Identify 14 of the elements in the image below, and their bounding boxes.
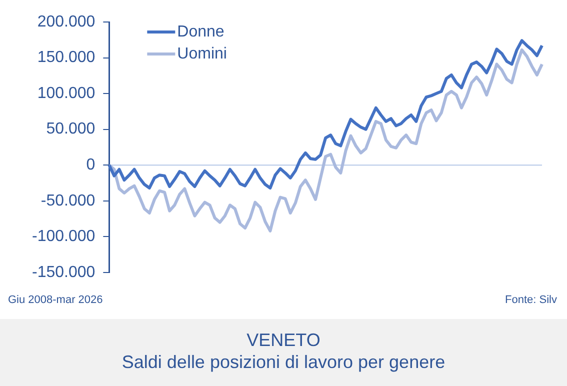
legend-label: Donne (177, 23, 224, 40)
text: Giu 2008-mar 2026 (8, 294, 103, 306)
y-tick-label: 150.000 (37, 49, 96, 66)
text: Saldi delle posizioni di lavoro per genere (120, 351, 446, 373)
y-tick-label: 200.000 (37, 13, 96, 30)
y-tick-label: -50.000 (40, 192, 96, 210)
text: VENETO (246, 329, 322, 351)
y-tick-label: 100.000 (37, 84, 96, 102)
y-tick-label: -150.000 (32, 264, 96, 281)
legend-label: Uomini (177, 45, 227, 62)
source-note: Fonte: Silv (505, 294, 557, 306)
y-tick-label: 0 (86, 156, 96, 174)
y-tick-label: -100.000 (32, 228, 96, 246)
y-tick-label: 50.000 (46, 120, 96, 138)
